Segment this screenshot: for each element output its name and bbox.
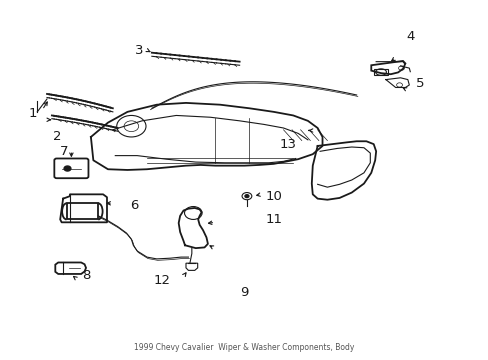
Text: 2: 2 <box>52 130 61 144</box>
Text: 1999 Chevy Cavalier  Wiper & Washer Components, Body: 1999 Chevy Cavalier Wiper & Washer Compo… <box>134 343 354 352</box>
Circle shape <box>244 195 248 198</box>
Text: 7: 7 <box>60 145 68 158</box>
Text: 1: 1 <box>28 107 37 120</box>
Text: 8: 8 <box>81 269 90 282</box>
Text: 13: 13 <box>279 138 296 150</box>
Text: 10: 10 <box>265 190 282 203</box>
Text: 12: 12 <box>153 274 170 287</box>
Text: 11: 11 <box>264 213 282 226</box>
Text: 5: 5 <box>415 77 424 90</box>
Text: 6: 6 <box>130 199 139 212</box>
Text: 3: 3 <box>135 44 143 57</box>
Text: 9: 9 <box>240 287 248 300</box>
Text: 4: 4 <box>405 30 414 43</box>
Circle shape <box>64 166 71 171</box>
Bar <box>66 203 98 220</box>
